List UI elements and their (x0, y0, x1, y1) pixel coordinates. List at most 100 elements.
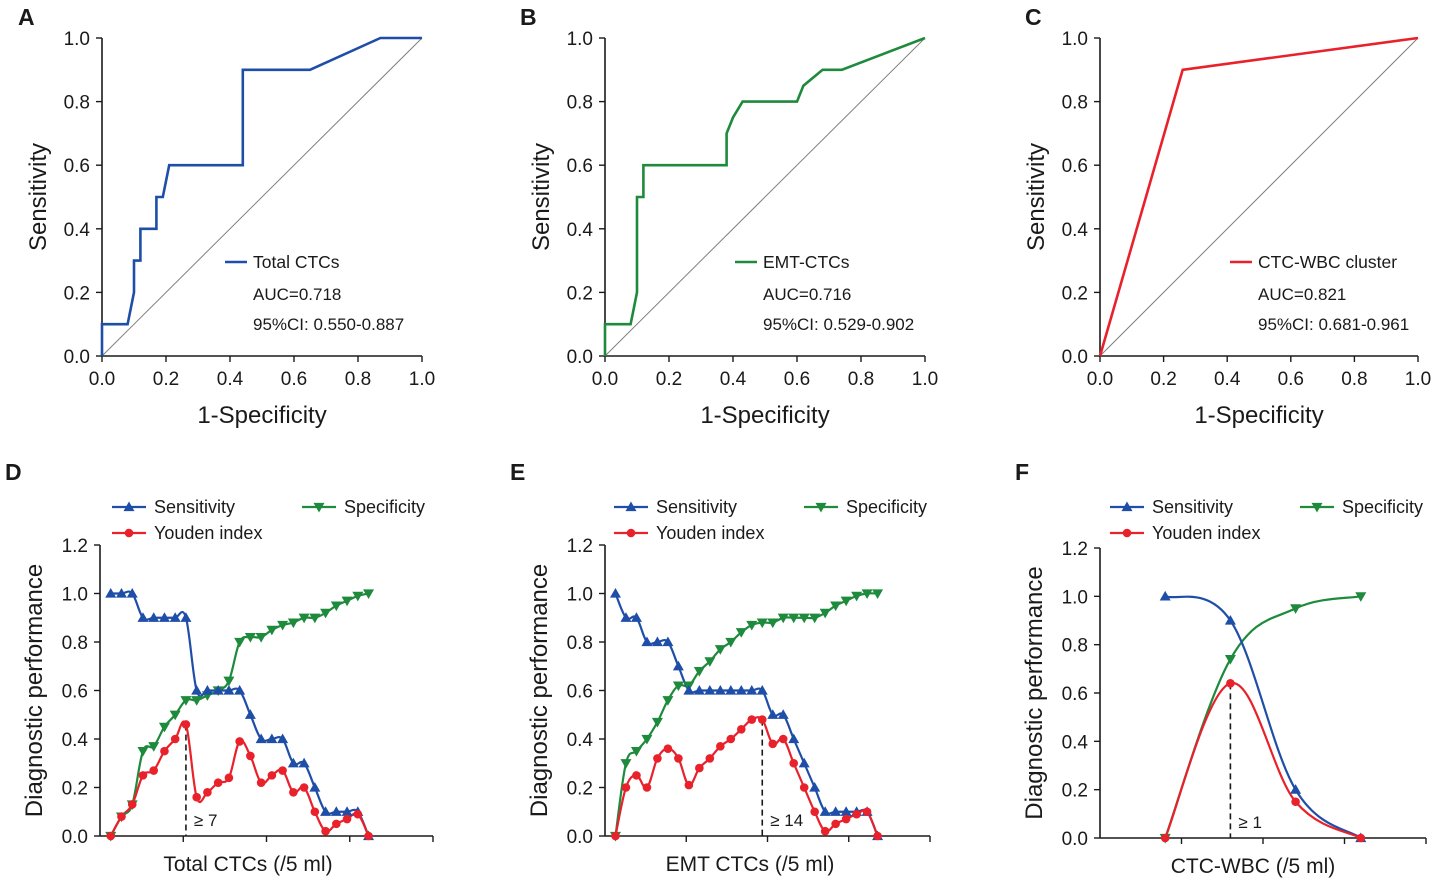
specificity-point (861, 589, 873, 599)
y-tick-label: 0.8 (62, 633, 88, 654)
sensitivity-point (651, 636, 663, 647)
y-tick-label: 0.6 (567, 682, 593, 703)
specificity-point (798, 613, 810, 624)
x-tick-label: 0.6 (1278, 369, 1304, 390)
youden-index-point (799, 783, 809, 792)
specificity-point (244, 633, 256, 643)
sensitivity-point (672, 660, 684, 671)
specificity-point (320, 608, 332, 619)
y-tick-label: 0.6 (1062, 684, 1088, 705)
sensitivity-point (320, 806, 332, 816)
youden-index-point (716, 741, 725, 751)
sensitivity-point (683, 685, 695, 695)
sensitivity-point (725, 685, 737, 695)
youden-index-point (160, 746, 169, 756)
cutoff-label: ≥ 14 (770, 811, 803, 830)
specificity-point (756, 618, 768, 629)
youden-index-point (684, 780, 694, 790)
youden-index-point (862, 807, 872, 817)
x-axis-title: Total CTCs (/5 ml) (163, 853, 332, 876)
legend-label-youden-index: Youden index (656, 523, 764, 543)
specificity-point (872, 589, 884, 599)
y-tick-label: 0.4 (1062, 220, 1089, 241)
specificity-point (352, 591, 364, 602)
sensitivity-point (819, 806, 831, 816)
x-tick-label: 0.6 (784, 369, 810, 390)
legend-label-youden-index: Youden index (154, 523, 262, 543)
y-tick-label: 1.2 (62, 536, 88, 557)
youden-index-point (310, 807, 320, 817)
sensitivity-point (809, 782, 821, 792)
sensitivity-point (630, 612, 642, 622)
y-tick-label: 0.8 (567, 633, 593, 654)
youden-index-point (192, 792, 201, 802)
x-tick-label: 0.2 (153, 369, 179, 390)
youden-index-point (705, 754, 715, 763)
legend-marker-youden-index (626, 528, 636, 538)
specificity-point (767, 618, 779, 629)
panel-letter: C (1025, 4, 1042, 30)
sensitivity-point (714, 685, 726, 695)
youden-index-point (873, 831, 882, 841)
y-tick-label: 0.8 (567, 93, 593, 114)
specificity-point (662, 696, 674, 706)
x-axis-title: 1-Specificity (1194, 402, 1323, 429)
specificity-point (693, 666, 705, 677)
y-tick-label: 0.4 (567, 220, 594, 241)
series-line-specificity (109, 592, 369, 837)
sensitivity-point (767, 709, 779, 719)
legend-label: CTC-WBC cluster (1258, 252, 1397, 272)
sensitivity-point (148, 612, 160, 622)
y-tick-label: 0.8 (64, 93, 90, 114)
youden-index-point (1226, 679, 1235, 688)
youden-index-point (778, 734, 788, 744)
youden-index-point (246, 751, 255, 761)
sensitivity-point (830, 806, 842, 816)
legend-label: Total CTCs (253, 252, 340, 272)
sensitivity-point (735, 685, 747, 695)
specificity-point (746, 620, 758, 631)
performance-panel-d: D 0.0 0.2 0.4 0.6 0.8 1.0 1.2 Total CTCs (/5 ml)… (5, 459, 434, 876)
series-line-youden-index (1164, 682, 1362, 839)
sensitivity-point (309, 782, 321, 792)
y-tick-label: 1.0 (64, 29, 90, 50)
youden-index-point (364, 831, 373, 841)
sensitivity-point (777, 709, 789, 719)
youden-index-point (127, 800, 137, 809)
youden-index-point (831, 819, 840, 829)
y-tick-label: 1.0 (1062, 29, 1088, 50)
x-tick-label: 0.4 (1214, 369, 1241, 390)
x-tick-label: 0.2 (1150, 369, 1176, 390)
auc-label: AUC=0.718 (253, 285, 341, 304)
sensitivity-point (137, 612, 149, 622)
performance-panel-f: F 0.0 0.2 0.4 0.6 0.8 1.0 1.2 CTC-WBC (/5 ml) Dia… (1015, 459, 1427, 878)
sensitivity-point (609, 588, 621, 598)
specificity-point (180, 696, 192, 706)
sensitivity-point (756, 685, 768, 695)
sensitivity-point (693, 685, 705, 695)
legend-marker-specificity (815, 502, 827, 513)
x-tick-label: 1.0 (1405, 369, 1431, 390)
youden-index-point (810, 807, 819, 817)
y-tick-label: 0.0 (1062, 829, 1088, 850)
y-tick-label: 1.0 (567, 29, 593, 50)
youden-index-point (621, 783, 631, 792)
specificity-point (287, 618, 299, 629)
sensitivity-point (234, 685, 246, 695)
y-tick-label: 0.2 (62, 779, 88, 800)
specificity-point (809, 613, 821, 624)
x-tick-label: 1.0 (912, 369, 938, 390)
y-tick-label: 0.4 (62, 730, 89, 751)
legend-label-specificity: Specificity (846, 497, 927, 517)
y-tick-label: 1.0 (1062, 587, 1088, 608)
x-tick-label: 0.4 (720, 369, 747, 390)
specificity-point (255, 633, 267, 643)
specificity-point (266, 625, 278, 636)
roc-panel-c: C 0.0 0.2 0.4 0.6 0.8 1.0 0.0 0.2 0.4 0.6 0.8 1.0 1-S… (1023, 4, 1431, 429)
sensitivity-point (788, 733, 800, 744)
y-tick-label: 0.4 (1062, 732, 1089, 753)
sensitivity-point (277, 733, 289, 744)
series-line-sensitivity (614, 593, 879, 837)
x-tick-label: 0.2 (656, 369, 682, 390)
specificity-point (148, 742, 160, 752)
